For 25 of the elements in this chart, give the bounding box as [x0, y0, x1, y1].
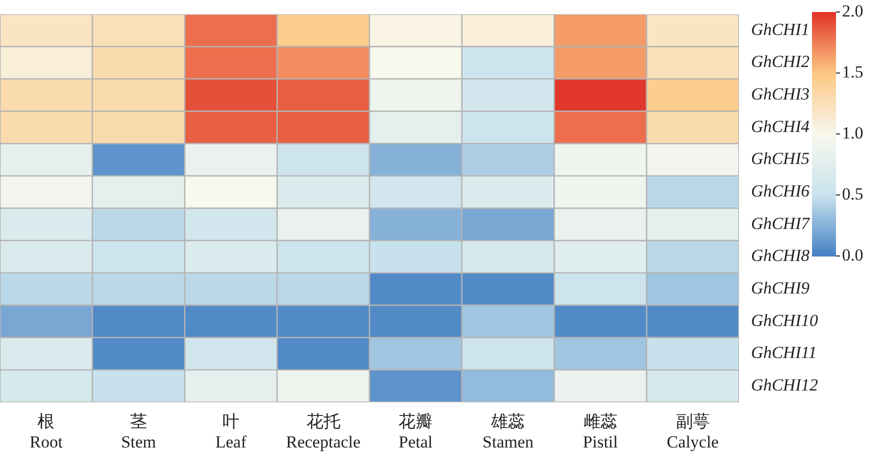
y-tick-label: GhCHI4: [750, 116, 810, 136]
y-tick-label: GhCHI3: [750, 84, 810, 104]
x-tick-label: 花托 Receptacle: [286, 412, 361, 452]
y-tick-label: GhCHI5: [750, 149, 810, 168]
x-tick-label: 雌蕊 Pistil: [582, 412, 618, 452]
color-bar-label: 2.0: [842, 1, 864, 20]
x-tick-label: 茎 Stem: [121, 412, 156, 452]
y-tick-label: GhCHI7: [750, 214, 811, 233]
color-bar-label: 1.5: [842, 62, 864, 82]
y-tick-label: GhCHI6: [750, 182, 810, 200]
color-bar-label: 1.0: [842, 123, 864, 142]
y-tick-label: GhCHI11: [750, 343, 817, 362]
y-tick-label: GhCHI12: [750, 376, 818, 394]
x-tick-label: 叶 Leaf: [215, 412, 247, 452]
x-tick-label: 副萼 Calycle: [666, 412, 719, 452]
x-tick-label: 雄蕊 Stamen: [482, 412, 534, 452]
color-bar-label: 0.0: [842, 245, 864, 264]
x-tick-label: 花瓣 Petal: [398, 412, 433, 452]
x-tick-label: 根 Root: [30, 412, 63, 452]
y-tick-label: GhCHI2: [750, 52, 810, 72]
y-tick-label: GhCHI8: [750, 246, 810, 266]
y-tick-label: GhCHI9: [750, 278, 810, 298]
y-tick-label: GhCHI10: [750, 310, 818, 330]
y-tick-label: GhCHI1: [750, 20, 810, 39]
color-bar-label: 0.5: [842, 184, 864, 204]
